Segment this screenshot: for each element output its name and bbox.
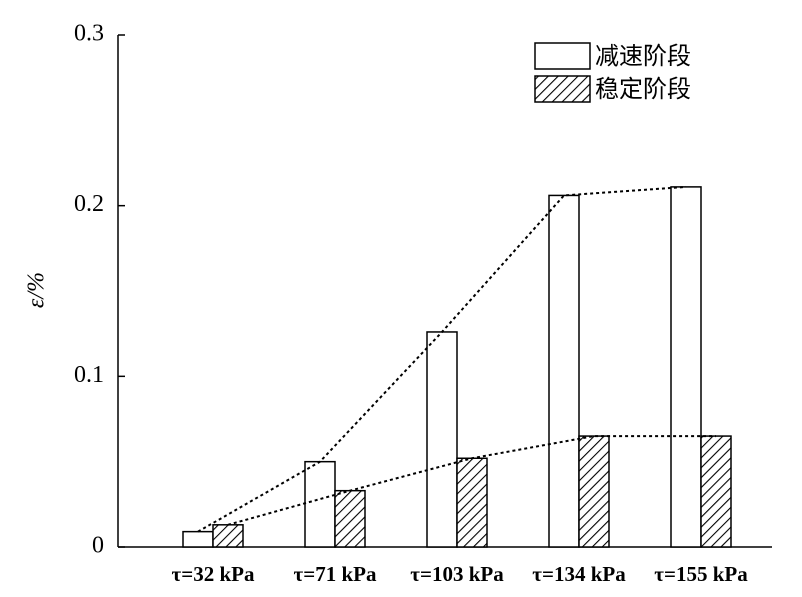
x-tick-label: τ=103 kPa bbox=[410, 562, 504, 586]
x-tick-label: τ=155 kPa bbox=[654, 562, 748, 586]
x-tick-label: τ=32 kPa bbox=[172, 562, 255, 586]
bar bbox=[456, 457, 488, 548]
y-axis-label: ε/% bbox=[24, 272, 50, 308]
y-tick-label: 0.3 bbox=[74, 21, 104, 47]
y-tick-label: 0 bbox=[92, 533, 104, 559]
legend-label: 减速阶段 bbox=[595, 42, 691, 70]
legend-swatch bbox=[534, 75, 591, 103]
bar bbox=[304, 460, 336, 548]
y-tick-label: 0.1 bbox=[74, 362, 104, 388]
bar bbox=[182, 530, 214, 548]
bar bbox=[426, 331, 458, 548]
x-tick-label: τ=134 kPa bbox=[532, 562, 626, 586]
bar bbox=[670, 186, 702, 548]
bar bbox=[212, 524, 244, 548]
x-tick-label: τ=71 kPa bbox=[294, 562, 377, 586]
bar bbox=[578, 435, 610, 548]
bar bbox=[548, 194, 580, 548]
legend-label: 稳定阶段 bbox=[595, 75, 691, 103]
bar bbox=[334, 489, 366, 548]
bar bbox=[700, 435, 732, 548]
trend-line bbox=[227, 435, 716, 526]
y-tick-label: 0.2 bbox=[74, 191, 104, 217]
legend-swatch bbox=[534, 42, 591, 70]
trend-line bbox=[197, 185, 687, 533]
